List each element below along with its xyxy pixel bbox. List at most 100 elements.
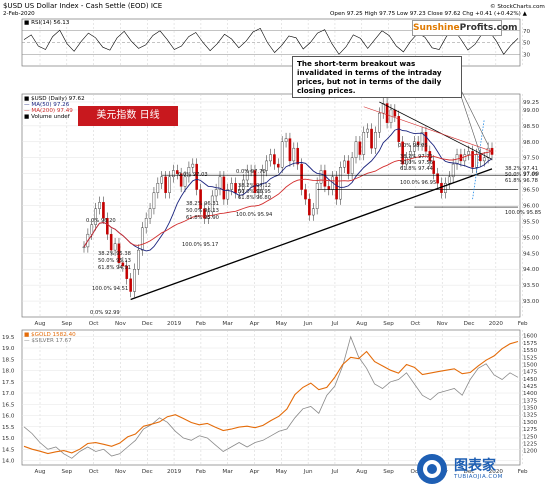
candle-body xyxy=(117,243,121,264)
x-tick-label: Sep xyxy=(383,321,394,327)
fib-level-label: 61.8% 95.90 xyxy=(186,215,219,221)
silver-tick-label: 14.5 xyxy=(2,447,15,453)
gold-tick-label: 1275 xyxy=(523,427,538,433)
gold-tick-label: 1300 xyxy=(523,420,538,426)
candle-body xyxy=(343,160,346,168)
gold-tick-label: 1500 xyxy=(523,362,538,368)
source-credit: © StockCharts.com xyxy=(490,3,545,10)
x-tick-label: Oct xyxy=(89,321,99,327)
brand-sunshine: Sunshine xyxy=(413,23,460,33)
price-tick-label: 96.00 xyxy=(523,204,539,210)
x-tick-label: Oct xyxy=(411,469,421,475)
candle-body xyxy=(327,186,331,190)
gold-tick-label: 1450 xyxy=(523,377,538,383)
x-tick-label: Aug xyxy=(35,469,46,475)
silver-legend: — $SILVER 17.67 xyxy=(24,338,72,344)
candle-body xyxy=(94,208,97,225)
candle-body xyxy=(393,109,397,117)
gold-tick-label: 1350 xyxy=(523,406,538,412)
x-tick-label: Sep xyxy=(383,469,394,475)
candle-body xyxy=(269,154,272,162)
resistance-trendline xyxy=(379,101,493,160)
fib-level-label: 61.8% 96.80 xyxy=(238,195,271,201)
candle-body xyxy=(261,170,265,190)
gold-tick-label: 1375 xyxy=(523,398,538,404)
candle-body xyxy=(129,278,132,292)
candle-body xyxy=(257,189,261,193)
x-tick-label: Sep xyxy=(62,321,73,327)
candle-body xyxy=(304,189,307,200)
chart-title: $USD US Dollar Index - Cash Settle (EOD)… xyxy=(3,2,162,10)
price-tick-label: 97.50 xyxy=(523,156,539,162)
x-tick-label: Jul xyxy=(331,469,339,475)
gold-tick-label: 1575 xyxy=(523,341,538,347)
candle-body xyxy=(234,182,237,193)
x-tick-label: Apr xyxy=(250,321,260,327)
fib-level-label: 38.2% 97.41 xyxy=(505,166,538,172)
fib-level-label: 100.0% 95.17 xyxy=(182,242,218,248)
candle-body xyxy=(175,170,179,174)
price-tick-label: 99.25 xyxy=(523,100,539,106)
chart-date: 2-Feb-2020 xyxy=(3,11,35,17)
x-tick-label: Aug xyxy=(356,321,367,327)
price-series xyxy=(82,77,518,301)
candle-body xyxy=(436,173,439,184)
gold-tick-label: 1475 xyxy=(523,370,538,376)
candle-body xyxy=(346,160,350,174)
brand-logo: SunshineProfits.com xyxy=(412,20,518,36)
candle-body xyxy=(296,147,300,165)
rsi-tick-label: 50 xyxy=(523,41,531,47)
price-tick-label: 95.00 xyxy=(523,235,539,241)
rsi-series xyxy=(23,28,519,55)
x-tick-label: Sep xyxy=(62,469,73,475)
x-tick-label: Aug xyxy=(356,469,367,475)
candle-body xyxy=(222,176,226,200)
fib-level-label: 61.8% 96.78 xyxy=(505,178,538,184)
fib-level-label: 50.0% 97.09 xyxy=(505,172,538,178)
x-tick-label: May xyxy=(276,469,288,475)
fib-level-label: 50.0% 96.95 xyxy=(238,189,271,195)
fib-level-label: 0.0% 97.70 xyxy=(236,169,266,175)
silver-tick-label: 18.0 xyxy=(2,369,15,375)
candle-body xyxy=(214,189,218,197)
candle-body xyxy=(401,141,404,165)
watermark-logo-icon xyxy=(417,454,447,484)
gold-line xyxy=(23,340,519,455)
candle-body xyxy=(315,182,319,209)
silver-tick-label: 18.5 xyxy=(2,357,15,363)
resistance-trendline-red xyxy=(363,106,493,152)
candle-body xyxy=(121,262,125,267)
candle-body xyxy=(374,132,377,149)
silver-tick-label: 17.5 xyxy=(2,380,15,386)
price-tick-label: 95.50 xyxy=(523,219,539,225)
candle-body xyxy=(183,176,187,187)
candle-body xyxy=(335,176,338,200)
x-tick-label: Oct xyxy=(89,469,99,475)
candle-body xyxy=(137,249,140,270)
x-tick-label: Feb xyxy=(518,321,528,327)
x-tick-label: Dec xyxy=(142,321,153,327)
candle-body xyxy=(308,198,311,216)
watermark-subtext: TUBIAOJIA.COM xyxy=(454,474,503,480)
candle-body xyxy=(482,157,486,162)
candle-body xyxy=(109,233,113,251)
x-tick-label: Feb xyxy=(196,469,206,475)
candle-body xyxy=(238,189,241,193)
fib-level-label: 100.0% 94.51 xyxy=(92,286,128,292)
x-tick-label: Aug xyxy=(35,321,46,327)
candle-body xyxy=(106,218,109,235)
gold-tick-label: 1325 xyxy=(523,413,538,419)
fib-level-label: 0.0% 98.05 xyxy=(398,143,428,149)
candle-body xyxy=(172,170,175,178)
candle-body xyxy=(378,112,381,133)
candle-body xyxy=(164,176,167,193)
candle-body xyxy=(265,160,268,171)
annotation-callout: The short-term breakout was invalidated … xyxy=(292,56,462,98)
price-tick-label: 94.50 xyxy=(523,251,539,257)
candle-body xyxy=(191,163,195,168)
gold-legend: ■ $GOLD 1582.40 xyxy=(24,332,76,338)
candle-body xyxy=(420,132,424,146)
silver-tick-label: 19.5 xyxy=(2,335,15,341)
candle-body xyxy=(210,195,214,213)
